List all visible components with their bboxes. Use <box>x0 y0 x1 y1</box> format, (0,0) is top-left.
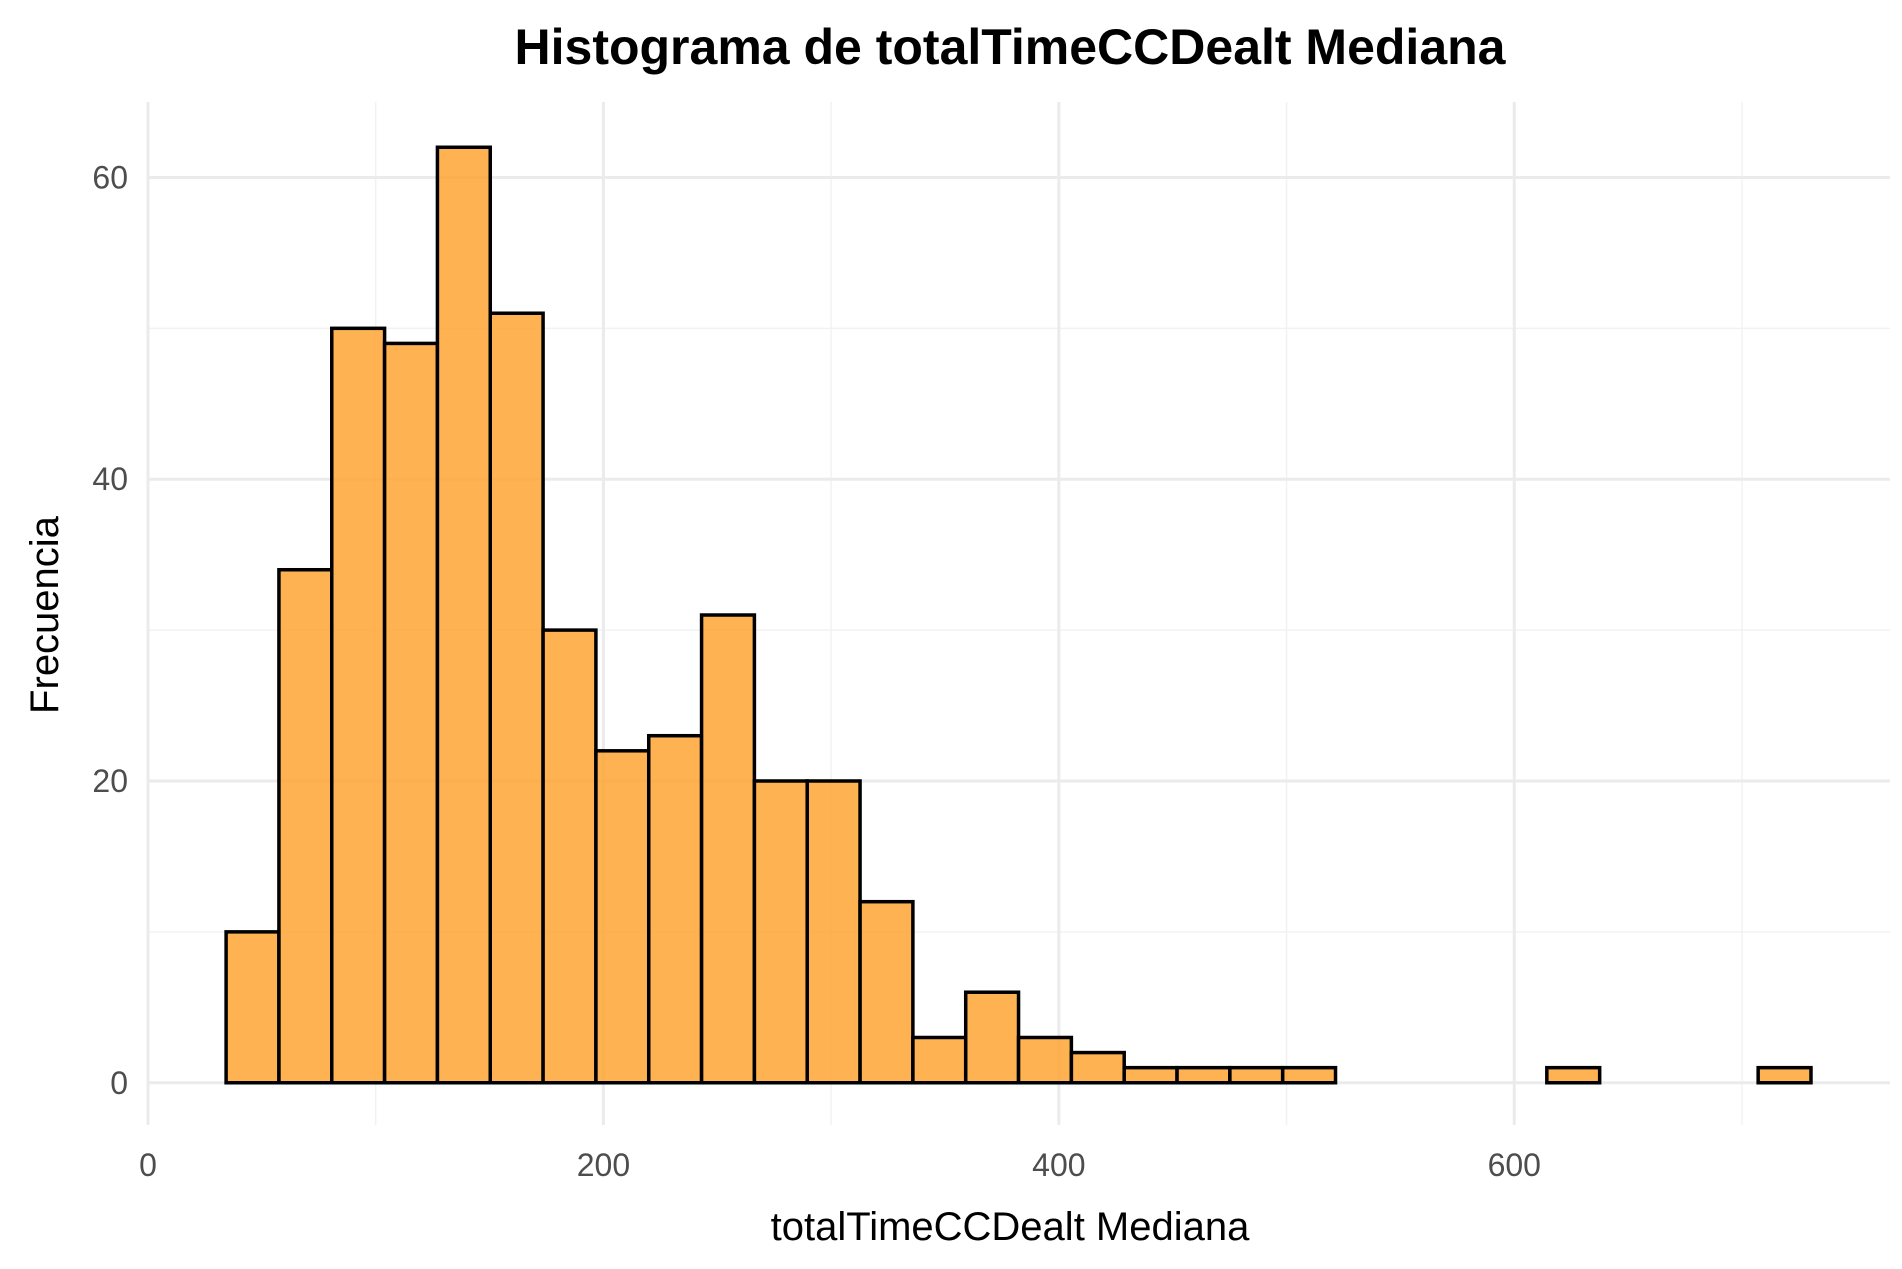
histogram-bar <box>911 1035 968 1085</box>
histogram-bar <box>382 341 440 1085</box>
histogram-bar <box>594 749 651 1085</box>
histogram-bar <box>1280 1065 1338 1085</box>
histogram-bar <box>277 567 334 1085</box>
y-tick-label: 60 <box>92 159 128 195</box>
histogram-bar <box>435 145 493 1085</box>
histogram-bar <box>963 990 1021 1085</box>
histogram-bar <box>224 930 281 1085</box>
x-tick-label: 400 <box>1032 1147 1085 1183</box>
histogram-bar <box>1069 1050 1126 1085</box>
histogram-bar <box>858 899 915 1085</box>
y-tick-label: 20 <box>92 763 128 799</box>
x-tick-label: 600 <box>1488 1147 1541 1183</box>
bars-layer <box>224 145 1813 1085</box>
histogram-bar <box>752 779 809 1085</box>
histogram-bar <box>1122 1065 1179 1085</box>
chart-title: Histograma de totalTimeCCDealt Mediana <box>515 19 1507 75</box>
histogram-bar <box>330 326 387 1085</box>
histogram-bar <box>1545 1065 1602 1085</box>
histogram-bar <box>699 613 757 1085</box>
y-tick-label: 40 <box>92 461 128 497</box>
y-axis-title: Frecuencia <box>23 515 67 714</box>
histogram-bar <box>646 733 704 1085</box>
histogram-bar <box>1016 1035 1074 1085</box>
x-tick-label: 0 <box>139 1147 157 1183</box>
histogram-bar <box>1175 1065 1232 1085</box>
histogram-bar <box>541 628 598 1085</box>
x-tick-label: 200 <box>577 1147 630 1183</box>
histogram-bar <box>1228 1065 1285 1085</box>
ticks-layer: 0 200 400 600 0 20 40 60 <box>92 159 1541 1183</box>
histogram-bar <box>805 779 862 1085</box>
y-tick-label: 0 <box>110 1065 128 1101</box>
x-axis-title: totalTimeCCDealt Mediana <box>771 1205 1250 1249</box>
histogram-bar <box>1756 1065 1813 1085</box>
histogram-bar <box>488 311 545 1085</box>
